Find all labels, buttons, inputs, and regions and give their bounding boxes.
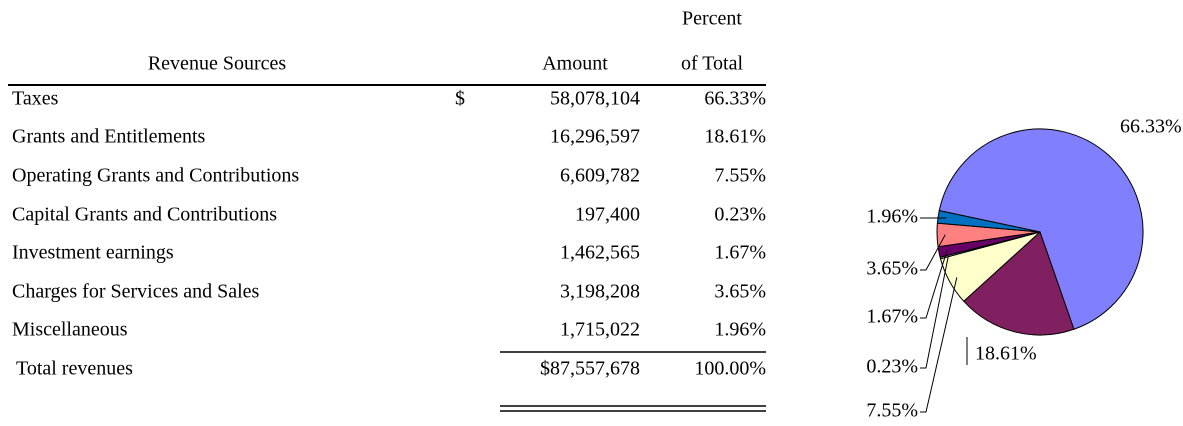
row-amount: 1,715,022 <box>560 319 640 341</box>
pie-label: 0.23% <box>866 356 918 378</box>
row-amount: 1,462,565 <box>560 242 640 264</box>
row-currency: $ <box>455 88 465 110</box>
row-percent: 3.65% <box>714 281 766 303</box>
pie-label: 18.61% <box>975 343 1037 365</box>
row-label: Miscellaneous <box>12 319 128 341</box>
header-source: Revenue Sources <box>148 53 287 75</box>
pie-label: 7.55% <box>866 400 918 422</box>
row-label: Taxes <box>12 88 59 110</box>
header-amount: Amount <box>542 53 608 75</box>
row-amount: 3,198,208 <box>560 281 640 303</box>
row-label: Grants and Entitlements <box>12 126 206 148</box>
leader-line <box>920 250 948 319</box>
pie-label: 1.67% <box>866 306 918 328</box>
leader-line <box>920 277 958 413</box>
pie-slice <box>936 209 1041 233</box>
row-percent: 7.55% <box>714 165 766 187</box>
row-percent: 1.96% <box>714 319 766 341</box>
leader-line <box>920 234 946 271</box>
row-amount: 58,078,104 <box>550 88 640 110</box>
header-percent: Percent <box>682 8 742 30</box>
pie-label: 3.65% <box>866 258 918 280</box>
row-percent: 0.23% <box>714 204 766 226</box>
pie-label: 1.96% <box>866 206 918 228</box>
row-label: Charges for Services and Sales <box>12 281 260 303</box>
row-label: Capital Grants and Contributions <box>12 204 277 226</box>
row-percent: 18.61% <box>704 126 766 148</box>
pie-label: 66.33% <box>1120 116 1182 138</box>
row-label: Investment earnings <box>12 242 174 264</box>
row-amount: 16,296,597 <box>550 126 640 148</box>
row-percent: 66.33% <box>704 88 766 110</box>
total-label: Total revenues <box>16 358 133 380</box>
row-amount: 6,609,782 <box>560 165 640 187</box>
header-percent: of Total <box>681 53 744 75</box>
pie-slice <box>963 231 1075 336</box>
total-percent: 100.00% <box>694 358 766 380</box>
row-label: Operating Grants and Contributions <box>12 165 299 187</box>
total-amount: $87,557,678 <box>540 358 640 380</box>
leader-line <box>920 255 949 369</box>
row-percent: 1.67% <box>714 242 766 264</box>
row-amount: 197,400 <box>575 204 640 226</box>
pie-slice <box>938 128 1144 330</box>
